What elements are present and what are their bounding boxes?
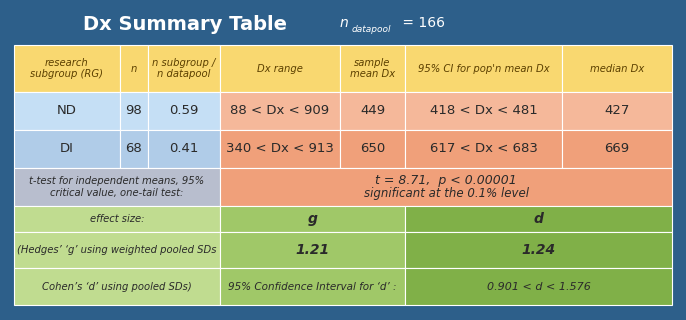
Text: n subgroup /
n datapool: n subgroup / n datapool (152, 58, 215, 79)
Text: 669: 669 (604, 142, 630, 156)
Text: 650: 650 (360, 142, 385, 156)
Bar (220, 92, 340, 130)
Text: 427: 427 (604, 105, 630, 117)
Bar (148, 130, 220, 168)
Text: datapool: datapool (352, 26, 392, 35)
Bar (220, 168, 672, 206)
Bar (120, 45, 148, 92)
Text: 95% Confidence Interval for ‘d’ :: 95% Confidence Interval for ‘d’ : (228, 282, 397, 292)
Bar (562, 130, 672, 168)
Text: ND: ND (57, 105, 77, 117)
Bar (220, 45, 340, 92)
Bar (14, 268, 220, 305)
Text: (Hedges’ ‘g’ using weighted pooled SDs: (Hedges’ ‘g’ using weighted pooled SDs (17, 245, 217, 255)
Bar (405, 232, 672, 268)
Text: research
subgroup (RG): research subgroup (RG) (30, 58, 104, 79)
Bar (120, 92, 148, 130)
Bar (148, 45, 220, 92)
Text: 617 < Dx < 683: 617 < Dx < 683 (429, 142, 537, 156)
Text: 0.41: 0.41 (169, 142, 199, 156)
Bar (14, 232, 220, 268)
Text: 95% CI for pop'n mean Dx: 95% CI for pop'n mean Dx (418, 63, 549, 74)
Bar (14, 45, 120, 92)
Text: 68: 68 (126, 142, 143, 156)
Bar (405, 206, 672, 232)
Text: 418 < Dx < 481: 418 < Dx < 481 (429, 105, 537, 117)
Text: 98: 98 (126, 105, 143, 117)
Text: n: n (340, 16, 348, 30)
Text: = 166: = 166 (398, 16, 445, 30)
Text: median Dx: median Dx (590, 63, 644, 74)
Text: effect size:: effect size: (90, 214, 144, 224)
Bar (14, 92, 120, 130)
Bar (340, 130, 405, 168)
Text: Dx range: Dx range (257, 63, 303, 74)
Bar (220, 130, 340, 168)
Bar (405, 268, 672, 305)
Bar (562, 45, 672, 92)
Text: Cohen’s ‘d’ using pooled SDs): Cohen’s ‘d’ using pooled SDs) (42, 282, 192, 292)
Text: 449: 449 (360, 105, 385, 117)
Text: 340 < Dx < 913: 340 < Dx < 913 (226, 142, 334, 156)
Text: 1.24: 1.24 (521, 243, 556, 257)
Text: g: g (307, 212, 318, 226)
Text: 88 < Dx < 909: 88 < Dx < 909 (230, 105, 329, 117)
Bar (148, 92, 220, 130)
Text: DI: DI (60, 142, 74, 156)
Text: sample
mean Dx: sample mean Dx (350, 58, 395, 79)
Text: significant at the 0.1% level: significant at the 0.1% level (364, 187, 528, 200)
Text: 0.59: 0.59 (169, 105, 199, 117)
Text: n: n (131, 63, 137, 74)
Bar (120, 130, 148, 168)
Text: t-test for independent means, 95%
critical value, one-tail test:: t-test for independent means, 95% critic… (29, 176, 204, 198)
Bar (220, 268, 405, 305)
Bar (14, 206, 220, 232)
Bar (220, 232, 405, 268)
Bar (405, 130, 562, 168)
Text: 0.901 < d < 1.576: 0.901 < d < 1.576 (486, 282, 591, 292)
Bar (562, 92, 672, 130)
Bar (14, 130, 120, 168)
Bar (405, 92, 562, 130)
Bar (340, 92, 405, 130)
Bar (220, 206, 405, 232)
Text: 1.21: 1.21 (296, 243, 329, 257)
Bar (340, 45, 405, 92)
Bar (405, 45, 562, 92)
Text: d: d (534, 212, 543, 226)
Text: t = 8.71,  p < 0.00001: t = 8.71, p < 0.00001 (375, 174, 517, 187)
Bar (14, 168, 220, 206)
Text: Dx Summary Table: Dx Summary Table (83, 15, 287, 35)
